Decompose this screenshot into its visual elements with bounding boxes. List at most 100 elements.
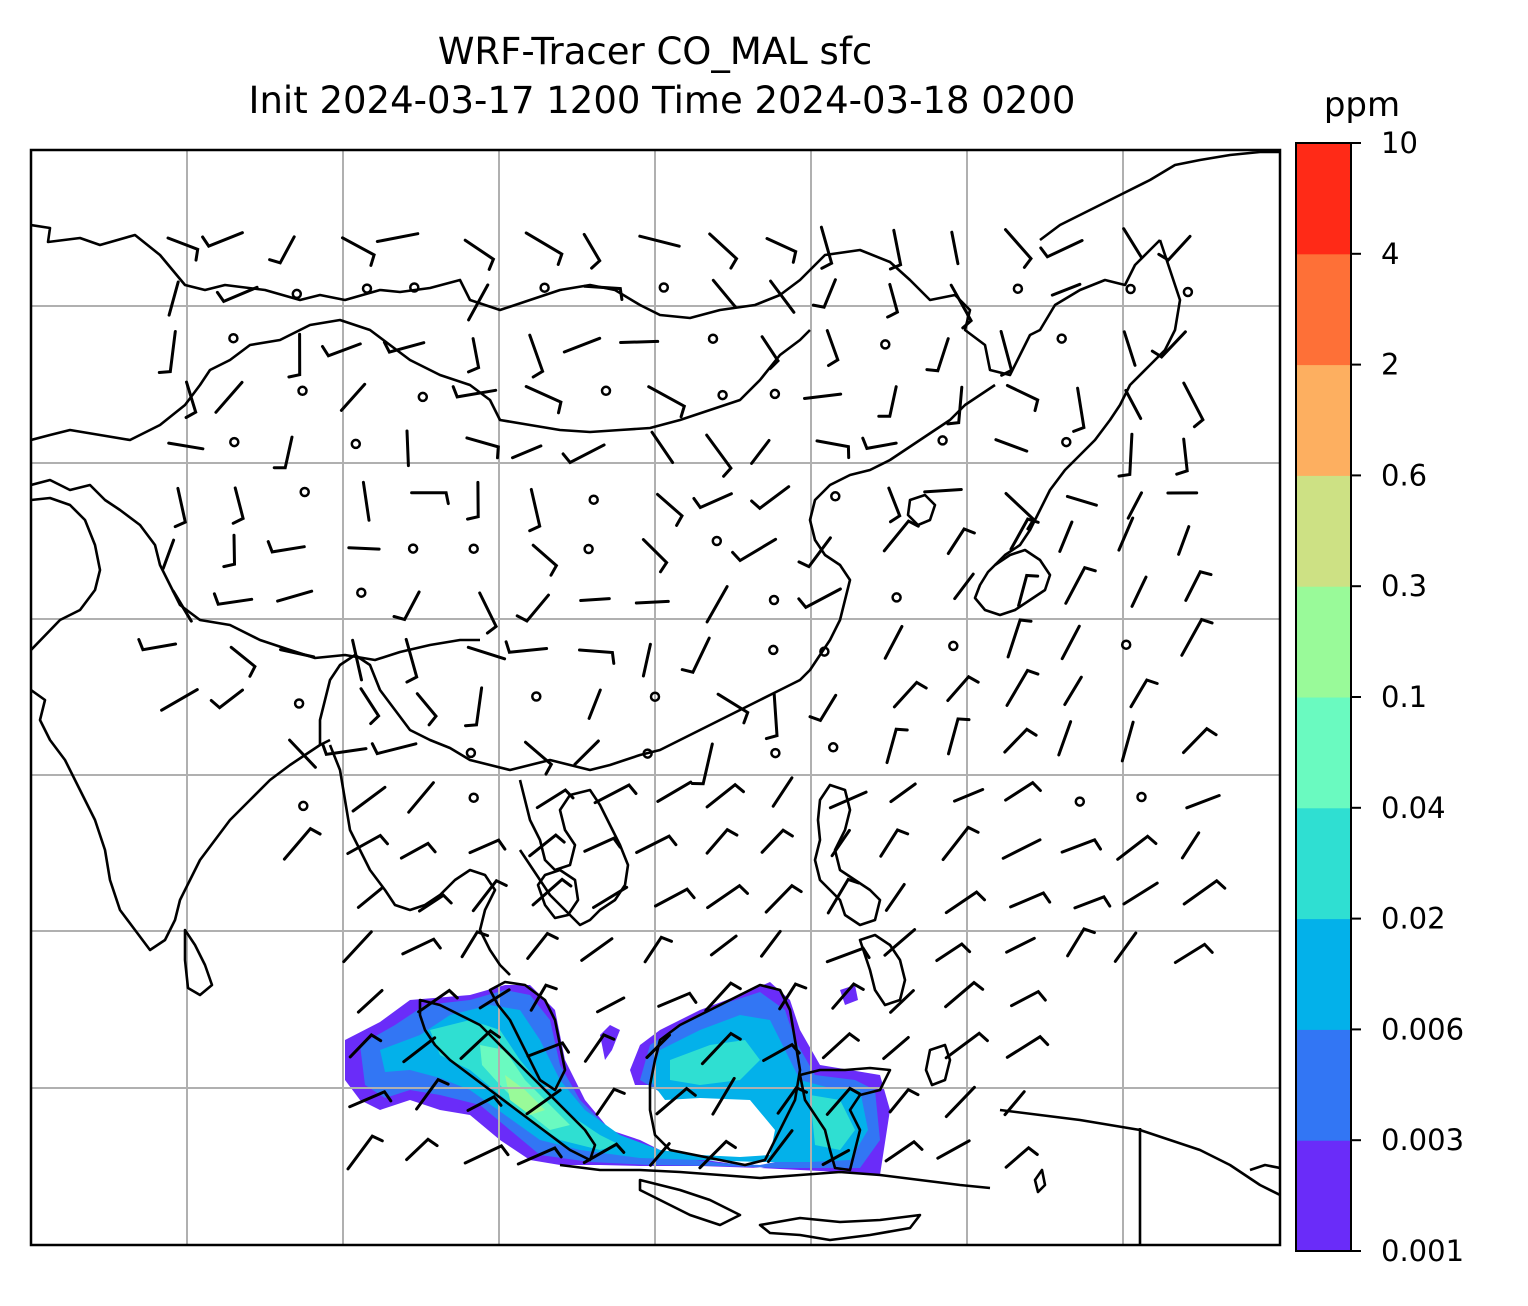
calm-wind-circle bbox=[1074, 796, 1086, 807]
wind-barb bbox=[776, 1085, 808, 1115]
wind-barb bbox=[399, 841, 437, 860]
wind-barb bbox=[451, 385, 498, 399]
calm-wind-circle bbox=[880, 339, 891, 350]
wind-barb bbox=[580, 937, 614, 962]
calm-wind-circle bbox=[468, 792, 479, 803]
wind-barb bbox=[892, 680, 928, 709]
wind-barb bbox=[831, 982, 865, 1010]
colorbar-band bbox=[1296, 807, 1351, 920]
wind-barb bbox=[351, 638, 363, 682]
wind-barb bbox=[750, 485, 791, 511]
wind-barb bbox=[946, 527, 976, 555]
calm-wind-circle bbox=[417, 391, 429, 403]
wind-barb bbox=[944, 890, 986, 915]
calm-wind-circle bbox=[658, 282, 670, 293]
wind-barb bbox=[528, 833, 566, 858]
calm-wind-circle bbox=[768, 594, 780, 606]
wind-barb bbox=[1057, 720, 1073, 757]
wind-barb bbox=[1150, 330, 1187, 359]
wind-barb bbox=[656, 492, 684, 527]
wind-barb bbox=[160, 688, 199, 712]
wind-barb bbox=[821, 1148, 851, 1166]
wind-barb bbox=[279, 648, 316, 659]
colorbar-band bbox=[1296, 697, 1351, 809]
wind-barb bbox=[946, 385, 964, 426]
wind-barb bbox=[1072, 386, 1086, 433]
wind-barb bbox=[212, 592, 254, 606]
calm-wind-circle bbox=[649, 691, 661, 702]
wind-barb bbox=[528, 487, 542, 533]
calm-wind-circle bbox=[350, 438, 362, 450]
wind-barb bbox=[1120, 720, 1135, 763]
wind-barb bbox=[464, 686, 484, 728]
calm-wind-circle bbox=[768, 644, 779, 656]
colorbar-tick-label: 0.02 bbox=[1381, 902, 1446, 936]
calm-wind-circle bbox=[409, 282, 420, 293]
wind-barb bbox=[1126, 491, 1143, 520]
wind-barb bbox=[531, 543, 559, 577]
colorbar-tick-label: 0.001 bbox=[1381, 1234, 1464, 1268]
wind-barb bbox=[463, 1144, 510, 1165]
wind-barb bbox=[771, 776, 794, 808]
wind-barb bbox=[705, 782, 745, 809]
wind-barb bbox=[882, 1036, 910, 1060]
wind-barb bbox=[944, 1031, 989, 1060]
wind-barb bbox=[404, 637, 419, 684]
wind-barb bbox=[287, 332, 302, 379]
wind-barb bbox=[535, 788, 575, 810]
wind-barb bbox=[766, 1129, 794, 1164]
wind-barb bbox=[1004, 780, 1042, 802]
calm-wind-circle bbox=[711, 535, 723, 547]
wind-barb bbox=[656, 780, 693, 803]
wind-barb bbox=[1063, 675, 1083, 706]
wind-barb bbox=[692, 492, 733, 510]
wind-barb bbox=[884, 1139, 924, 1163]
wind-barb bbox=[524, 231, 564, 266]
colorbar-band bbox=[1296, 586, 1351, 698]
wind-barb bbox=[935, 942, 972, 962]
wind-barb bbox=[504, 640, 549, 654]
wind-barb bbox=[655, 1086, 697, 1116]
coastlines-borders bbox=[31, 150, 1280, 1245]
wind-barb bbox=[888, 1087, 920, 1114]
wind-barb bbox=[405, 429, 410, 468]
wind-barb bbox=[418, 893, 453, 913]
colorbar-band bbox=[1296, 1029, 1351, 1141]
wind-barb bbox=[347, 546, 381, 551]
calm-wind-circle bbox=[539, 282, 550, 293]
wind-barb bbox=[583, 1033, 616, 1063]
wind-barb bbox=[382, 340, 426, 354]
colorbar-tick-label: 0.6 bbox=[1381, 458, 1427, 492]
wind-barb bbox=[923, 488, 963, 494]
wind-barb bbox=[511, 444, 543, 460]
calm-wind-circle bbox=[600, 385, 612, 397]
wind-barb bbox=[215, 285, 259, 304]
calm-wind-circle bbox=[827, 742, 839, 753]
wind-barb bbox=[459, 1028, 501, 1060]
wind-barb bbox=[266, 540, 306, 554]
wind-barb bbox=[515, 593, 550, 623]
wind-barb bbox=[706, 883, 749, 910]
wind-barb bbox=[268, 235, 296, 265]
wind-barb bbox=[925, 337, 950, 373]
wind-barb bbox=[947, 717, 971, 756]
wind-barb bbox=[1050, 282, 1082, 297]
calm-wind-circle bbox=[717, 389, 728, 401]
wind-barb bbox=[288, 738, 317, 769]
wind-barb bbox=[1006, 618, 1033, 659]
calm-wind-circle bbox=[1061, 436, 1072, 448]
wind-barb bbox=[272, 435, 294, 470]
colorbar-band bbox=[1296, 475, 1351, 587]
wind-barb bbox=[879, 828, 910, 858]
wind-barb bbox=[321, 342, 362, 358]
wind-barb bbox=[583, 284, 624, 301]
wind-barb bbox=[356, 989, 384, 1014]
calm-wind-circle bbox=[1012, 283, 1024, 294]
wind-barb bbox=[1005, 1034, 1050, 1059]
wind-barb bbox=[579, 597, 611, 602]
wind-barb bbox=[828, 790, 868, 810]
wind-barb bbox=[346, 833, 389, 855]
wind-barb bbox=[882, 519, 920, 553]
wind-barb bbox=[1039, 239, 1084, 259]
wind-barb bbox=[825, 946, 871, 964]
